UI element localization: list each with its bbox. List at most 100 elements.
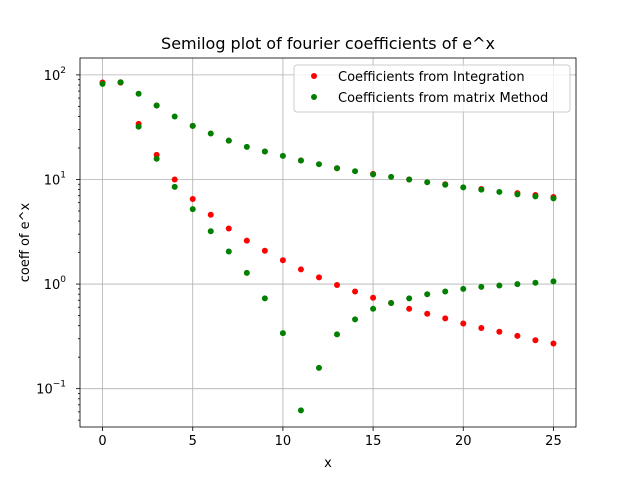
data-point <box>406 295 413 302</box>
y-tick-label-base: 10 <box>44 278 61 293</box>
data-point <box>117 79 124 86</box>
data-point <box>225 225 232 232</box>
data-point <box>442 181 449 188</box>
data-point <box>315 364 322 371</box>
data-point <box>460 320 467 327</box>
data-point <box>478 325 485 332</box>
data-point <box>388 299 395 306</box>
data-point <box>406 176 413 183</box>
data-point <box>279 330 286 337</box>
data-point <box>514 191 521 198</box>
data-point <box>442 288 449 295</box>
y-tick-label-exponent: 0 <box>60 275 66 285</box>
data-point <box>514 281 521 288</box>
data-points <box>99 79 557 414</box>
data-point <box>424 310 431 317</box>
data-point <box>225 248 232 255</box>
data-point <box>279 257 286 264</box>
data-point <box>153 155 160 162</box>
data-point <box>315 161 322 168</box>
data-point <box>478 186 485 193</box>
data-point <box>532 279 539 286</box>
data-point <box>550 340 557 347</box>
y-tick-label-base: 10 <box>36 383 53 398</box>
data-point <box>243 269 250 276</box>
data-point <box>171 176 178 183</box>
x-tick-label: 15 <box>365 434 382 449</box>
plot-area-background <box>80 58 576 427</box>
data-point <box>207 211 214 218</box>
legend-box <box>293 64 571 113</box>
data-point <box>352 316 359 323</box>
data-point <box>514 332 521 339</box>
data-point <box>442 315 449 322</box>
y-tick-label-exponent: 2 <box>60 66 66 76</box>
data-point <box>135 90 142 97</box>
data-point <box>532 193 539 200</box>
data-point <box>279 152 286 159</box>
data-point <box>424 179 431 186</box>
x-axis-label: x <box>324 456 332 471</box>
data-point <box>261 295 268 302</box>
chart-title: Semilog plot of fourier coefficients of … <box>161 34 495 53</box>
y-tick-label: 100 <box>44 275 67 293</box>
data-point <box>352 168 359 175</box>
data-point <box>207 228 214 235</box>
data-point <box>297 407 304 414</box>
data-point <box>297 157 304 164</box>
data-point <box>261 247 268 254</box>
data-point <box>189 196 196 203</box>
data-point <box>334 281 341 288</box>
data-point <box>370 305 377 312</box>
plot-frame <box>79 57 577 428</box>
y-tick-label-base: 10 <box>44 69 61 84</box>
data-point <box>297 266 304 273</box>
data-point <box>370 171 377 178</box>
data-point <box>424 291 431 298</box>
data-point <box>496 188 503 195</box>
data-point <box>315 274 322 281</box>
data-point <box>460 184 467 191</box>
data-point <box>496 328 503 335</box>
data-point <box>99 80 106 87</box>
x-tick-label: 10 <box>275 434 292 449</box>
data-point <box>352 288 359 295</box>
y-tick-label-exponent: −1 <box>53 380 66 390</box>
legend-marker-integration <box>311 73 317 79</box>
legend-label-matrix: Coefficients from matrix Method <box>338 91 548 106</box>
data-point <box>243 143 250 150</box>
data-point <box>550 278 557 285</box>
data-point <box>406 305 413 312</box>
data-point <box>388 173 395 180</box>
data-point <box>261 148 268 155</box>
data-point <box>478 283 485 290</box>
data-point <box>207 130 214 137</box>
x-tick-label: 20 <box>455 434 472 449</box>
data-point <box>189 206 196 213</box>
legend-marker-matrix <box>311 94 317 100</box>
data-point <box>334 165 341 172</box>
data-point <box>153 102 160 109</box>
data-point <box>171 113 178 120</box>
x-tick-label: 25 <box>545 434 562 449</box>
y-axis-label: coeff of e^x <box>18 202 33 282</box>
data-point <box>135 123 142 130</box>
data-point <box>370 294 377 301</box>
y-tick-label-base: 10 <box>44 173 61 188</box>
y-tick-label-exponent: 1 <box>60 170 66 180</box>
y-tick-label: 102 <box>44 66 66 84</box>
x-tick-label: 0 <box>98 434 106 449</box>
data-point <box>243 237 250 244</box>
y-tick-label: 10−1 <box>36 380 66 398</box>
data-point <box>496 282 503 289</box>
data-point <box>171 183 178 190</box>
legend-label-integration: Coefficients from Integration <box>338 70 525 85</box>
x-tick-label: 5 <box>189 434 197 449</box>
data-point <box>532 337 539 344</box>
data-point <box>460 285 467 292</box>
data-point <box>334 331 341 338</box>
legend: Coefficients from Integration Coefficien… <box>293 64 571 113</box>
y-tick-label: 101 <box>44 170 66 188</box>
